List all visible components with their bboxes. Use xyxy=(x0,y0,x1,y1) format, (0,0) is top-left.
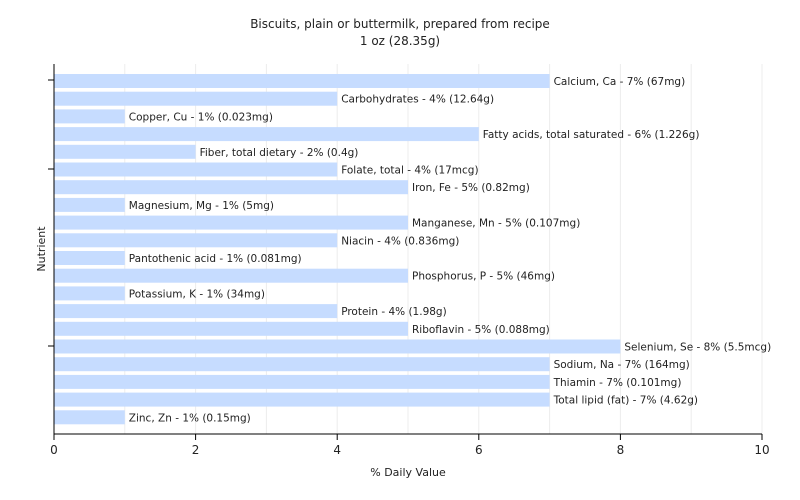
x-tick-label: 4 xyxy=(333,443,341,457)
bar xyxy=(54,268,408,283)
y-axis-ticks xyxy=(48,79,54,347)
bar xyxy=(54,251,125,265)
bar xyxy=(54,91,338,106)
x-tick-label: 10 xyxy=(754,443,769,457)
bar-label: Copper, Cu - 1% (0.023mg) xyxy=(129,111,273,123)
bar-label: Total lipid (fat) - 7% (4.62g) xyxy=(553,395,698,407)
bar xyxy=(54,162,338,177)
x-axis-title: % Daily Value xyxy=(370,466,446,479)
bar-label: Selenium, Se - 8% (5.5mcg) xyxy=(624,342,771,354)
x-tick-label: 6 xyxy=(475,443,483,457)
bar-label: Magnesium, Mg - 1% (5mg) xyxy=(129,200,274,212)
bar xyxy=(54,127,479,142)
bar xyxy=(54,357,550,372)
bar-label: Pantothenic acid - 1% (0.081mg) xyxy=(129,253,302,265)
bar-label: Fiber, total dietary - 2% (0.4g) xyxy=(200,147,359,159)
y-axis-title: Nutrient xyxy=(35,226,48,272)
bar xyxy=(54,215,408,230)
bar xyxy=(54,392,550,407)
bar-label: Riboflavin - 5% (0.088mg) xyxy=(412,324,550,336)
bar xyxy=(54,233,338,248)
x-tick-label: 2 xyxy=(192,443,200,457)
bar-label: Protein - 4% (1.98g) xyxy=(341,306,447,318)
x-tick-label: 0 xyxy=(50,443,58,457)
bar xyxy=(54,374,550,389)
bar-label: Niacin - 4% (0.836mg) xyxy=(341,235,459,247)
bar-label: Calcium, Ca - 7% (67mg) xyxy=(554,76,686,88)
x-axis-ticks: 0 2 4 6 8 10 xyxy=(50,434,770,457)
bar xyxy=(54,321,408,336)
bar-label: Sodium, Na - 7% (164mg) xyxy=(554,359,690,371)
bars-group xyxy=(54,74,621,425)
bar-label: Folate, total - 4% (17mcg) xyxy=(341,165,478,177)
bar-labels-group: Calcium, Ca - 7% (67mg) Carbohydrates - 4… xyxy=(129,76,771,424)
grid-lines xyxy=(124,64,763,434)
bar-label: Fatty acids, total saturated - 6% (1.226… xyxy=(483,129,700,141)
bar-label: Iron, Fe - 5% (0.82mg) xyxy=(412,182,530,194)
bar xyxy=(54,74,550,88)
bar-label: Carbohydrates - 4% (12.64g) xyxy=(341,94,494,106)
bar-label: Potassium, K - 1% (34mg) xyxy=(129,288,265,300)
bar xyxy=(54,410,125,425)
bar-label: Phosphorus, P - 5% (46mg) xyxy=(412,271,555,283)
bar-label: Zinc, Zn - 1% (0.15mg) xyxy=(129,412,251,424)
x-tick-label: 8 xyxy=(617,443,625,457)
bar xyxy=(54,180,408,195)
bar xyxy=(54,286,125,301)
bar-label: Manganese, Mn - 5% (0.107mg) xyxy=(412,218,580,230)
bar xyxy=(54,197,125,212)
bar xyxy=(54,304,338,319)
bar xyxy=(54,109,125,124)
bar-label: Thiamin - 7% (0.101mg) xyxy=(553,377,682,389)
chart-subtitle: 1 oz (28.35g) xyxy=(360,34,440,48)
bar xyxy=(54,144,196,159)
chart-title: Biscuits, plain or buttermilk, prepared … xyxy=(250,17,550,31)
bar xyxy=(54,339,621,354)
